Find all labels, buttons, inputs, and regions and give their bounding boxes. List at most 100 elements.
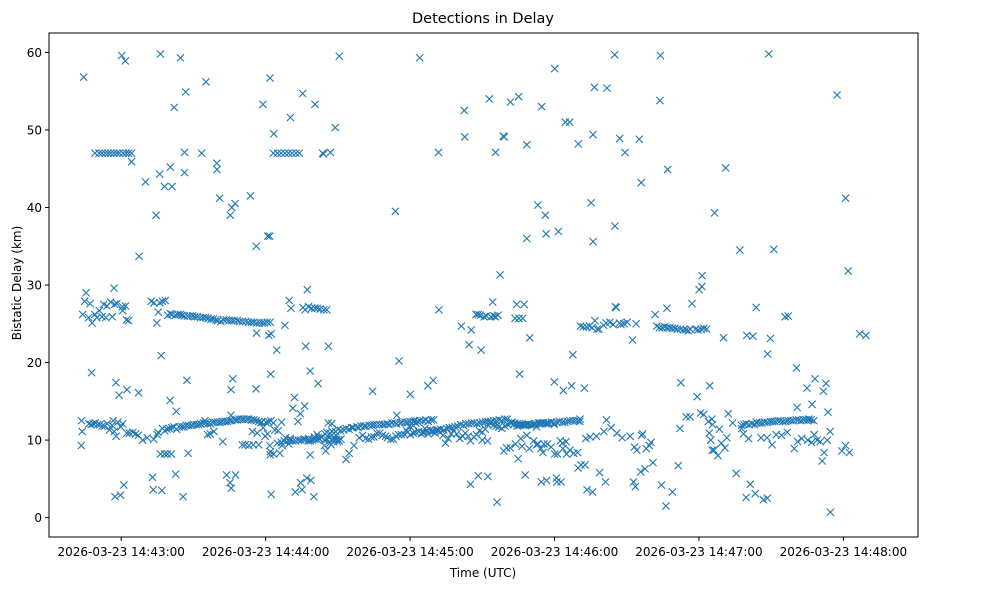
data-point xyxy=(291,488,300,497)
data-point xyxy=(485,94,494,103)
data-point xyxy=(537,102,546,111)
data-point xyxy=(79,73,88,82)
data-point xyxy=(226,211,235,220)
data-point xyxy=(334,436,343,445)
data-point xyxy=(710,208,719,217)
data-point xyxy=(514,92,523,101)
data-point xyxy=(693,392,702,401)
data-point xyxy=(172,407,181,416)
data-point xyxy=(655,96,664,105)
data-point xyxy=(154,308,163,317)
data-point xyxy=(284,149,293,158)
data-point xyxy=(763,350,772,358)
data-point xyxy=(541,419,550,428)
data-point xyxy=(391,207,400,216)
data-point xyxy=(98,422,107,431)
data-point xyxy=(803,436,812,445)
x-tick-label: 2026-03-23 14:47:00 xyxy=(635,545,762,559)
data-point xyxy=(201,313,210,322)
data-point xyxy=(465,340,474,349)
plot-area xyxy=(77,49,870,517)
data-point xyxy=(166,396,175,405)
data-point xyxy=(719,333,728,342)
data-point xyxy=(538,448,547,457)
data-point xyxy=(259,100,267,109)
data-point xyxy=(514,314,523,323)
data-point xyxy=(298,89,307,98)
y-tick-label: 60 xyxy=(27,46,42,60)
data-point xyxy=(168,182,176,191)
data-point xyxy=(816,437,825,446)
data-point xyxy=(550,419,559,428)
y-tick-label: 10 xyxy=(27,434,42,448)
data-point xyxy=(575,417,584,426)
data-point xyxy=(632,319,641,328)
data-point xyxy=(141,177,150,186)
data-point xyxy=(752,418,761,427)
data-point xyxy=(777,431,786,440)
data-point xyxy=(434,148,443,157)
data-point xyxy=(149,298,158,307)
data-point xyxy=(506,98,515,106)
data-point xyxy=(636,467,645,476)
data-point xyxy=(589,237,598,246)
data-point xyxy=(267,490,276,499)
data-point xyxy=(632,446,641,455)
data-point xyxy=(518,314,527,323)
data-point xyxy=(722,433,731,442)
data-point xyxy=(609,320,618,329)
data-point xyxy=(793,437,802,446)
data-point xyxy=(306,476,315,485)
data-point xyxy=(809,416,818,425)
data-point xyxy=(792,363,801,372)
data-point xyxy=(103,149,112,158)
data-point xyxy=(525,444,534,453)
data-point xyxy=(392,411,401,420)
data-point xyxy=(675,424,684,433)
data-point xyxy=(265,441,274,450)
data-point xyxy=(693,325,702,334)
data-point xyxy=(752,303,761,312)
data-point xyxy=(324,419,333,428)
data-point xyxy=(135,252,144,261)
data-point xyxy=(748,332,757,341)
data-point xyxy=(605,318,614,327)
data-point xyxy=(273,149,282,158)
data-point xyxy=(744,434,753,443)
data-point xyxy=(822,379,831,388)
data-point xyxy=(227,203,236,212)
data-point xyxy=(657,481,666,490)
data-point xyxy=(489,421,498,430)
data-point xyxy=(522,234,531,243)
data-point xyxy=(180,312,189,321)
data-point xyxy=(266,450,275,459)
data-point xyxy=(708,420,717,429)
data-point xyxy=(411,428,420,437)
data-point xyxy=(222,470,231,479)
data-point xyxy=(483,472,492,481)
x-axis-label: Time (UTC) xyxy=(449,566,516,580)
data-point xyxy=(153,430,162,439)
data-point xyxy=(826,508,835,517)
data-point xyxy=(180,168,189,177)
data-point xyxy=(209,427,218,436)
data-point xyxy=(590,316,599,325)
data-point xyxy=(127,157,136,166)
data-point xyxy=(177,422,186,431)
data-point xyxy=(277,149,286,158)
data-point xyxy=(560,418,569,427)
data-point xyxy=(826,427,835,436)
data-point xyxy=(595,468,604,477)
data-point xyxy=(331,123,340,132)
data-point xyxy=(648,458,657,467)
data-point xyxy=(369,432,378,441)
data-point xyxy=(615,134,624,143)
data-point xyxy=(781,312,790,321)
data-point xyxy=(246,191,255,200)
data-point xyxy=(116,491,125,500)
data-point xyxy=(411,419,420,428)
data-point xyxy=(278,441,287,450)
data-point xyxy=(574,139,583,148)
data-point xyxy=(138,436,147,445)
data-point xyxy=(492,498,501,507)
